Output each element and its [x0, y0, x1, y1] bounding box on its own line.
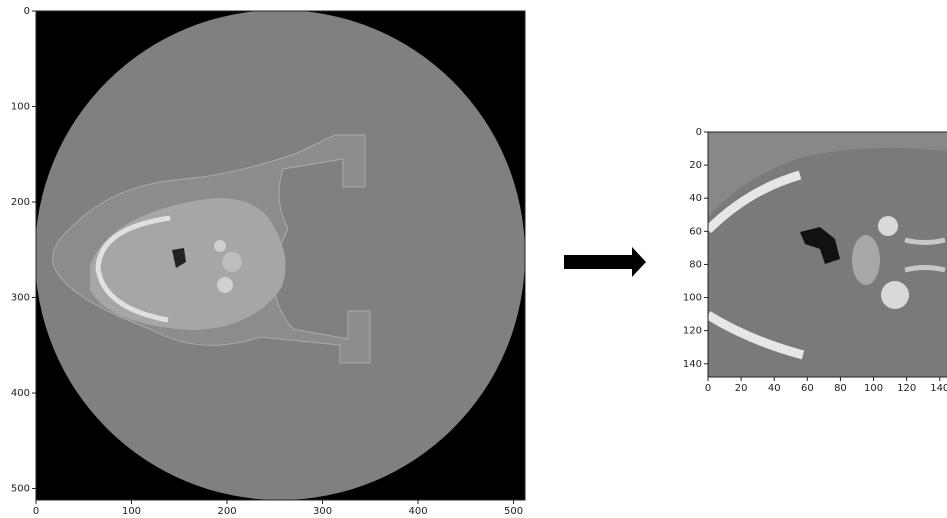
x-tick-label: 0 — [33, 506, 39, 517]
figure: 0100200300400500010020030040050002040608… — [0, 0, 947, 518]
x-tick-label: 20 — [735, 383, 748, 394]
y-tick-label: 120 — [683, 326, 702, 337]
ct-slice-crop — [708, 132, 947, 377]
y-tick-label: 0 — [696, 127, 702, 138]
x-tick-label: 120 — [897, 383, 916, 394]
y-tick-label: 100 — [11, 102, 30, 113]
y-tick-label: 80 — [689, 259, 702, 270]
y-tick-label: 300 — [11, 293, 30, 304]
y-tick-label: 40 — [689, 193, 702, 204]
x-tick-label: 100 — [122, 506, 141, 517]
x-tick-label: 100 — [864, 383, 883, 394]
y-tick-label: 0 — [24, 6, 30, 17]
x-tick-label: 400 — [408, 506, 427, 517]
y-tick-label: 60 — [689, 226, 702, 237]
y-tick-label: 200 — [11, 197, 30, 208]
y-tick-label: 140 — [683, 359, 702, 370]
y-tick-label: 400 — [11, 388, 30, 399]
x-tick-label: 40 — [768, 383, 781, 394]
y-tick-label: 500 — [11, 484, 30, 495]
y-tick-label: 20 — [689, 160, 702, 171]
arrow — [564, 247, 646, 277]
x-tick-label: 80 — [834, 383, 847, 394]
x-tick-label: 140 — [930, 383, 947, 394]
x-tick-label: 200 — [217, 506, 236, 517]
x-tick-label: 60 — [801, 383, 814, 394]
x-tick-label: 300 — [313, 506, 332, 517]
x-tick-label: 0 — [705, 383, 711, 394]
x-tick-label: 500 — [504, 506, 523, 517]
y-tick-label: 100 — [683, 293, 702, 304]
ct-slice-full — [35, 10, 525, 500]
page: {"chart_data": [ {"type": "image", "xlim… — [0, 0, 947, 518]
